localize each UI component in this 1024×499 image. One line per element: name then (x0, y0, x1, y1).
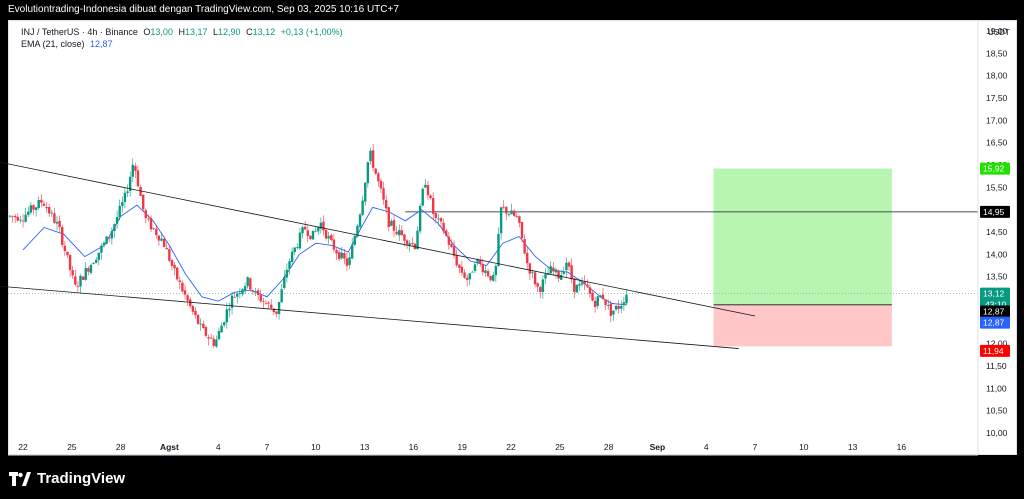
low-value: 12,90 (218, 27, 241, 37)
ema-legend[interactable]: EMA (21, close) 12,87 (21, 39, 116, 49)
low-label: L (213, 27, 219, 37)
chart-panel[interactable]: INJ / TetherUS · 4h · Binance O13,00 H13… (8, 20, 1017, 455)
ema-label: EMA (21, close) (21, 39, 85, 49)
tradingview-brand: TradingView (37, 470, 126, 487)
close-value: 13,12 (252, 27, 276, 37)
open-value: 13,00 (150, 27, 173, 37)
tradingview-logo[interactable]: TradingView (9, 470, 125, 487)
symbol-legend: INJ / TetherUS · 4h · Binance O13,00 H13… (21, 27, 346, 37)
high-label: H (178, 27, 185, 37)
chart-header-title: Evolutiontrading-Indonesia dibuat dengan… (8, 4, 399, 15)
change-value: +0,13 (+1,00%) (280, 27, 343, 37)
open-label: O (143, 27, 151, 37)
ema-value: 12,87 (90, 39, 113, 49)
close-label: C (246, 27, 253, 37)
symbol-label[interactable]: INJ / TetherUS · 4h · Binance (21, 27, 138, 37)
high-value: 13,17 (184, 27, 208, 37)
tradingview-logo-icon (9, 471, 31, 486)
